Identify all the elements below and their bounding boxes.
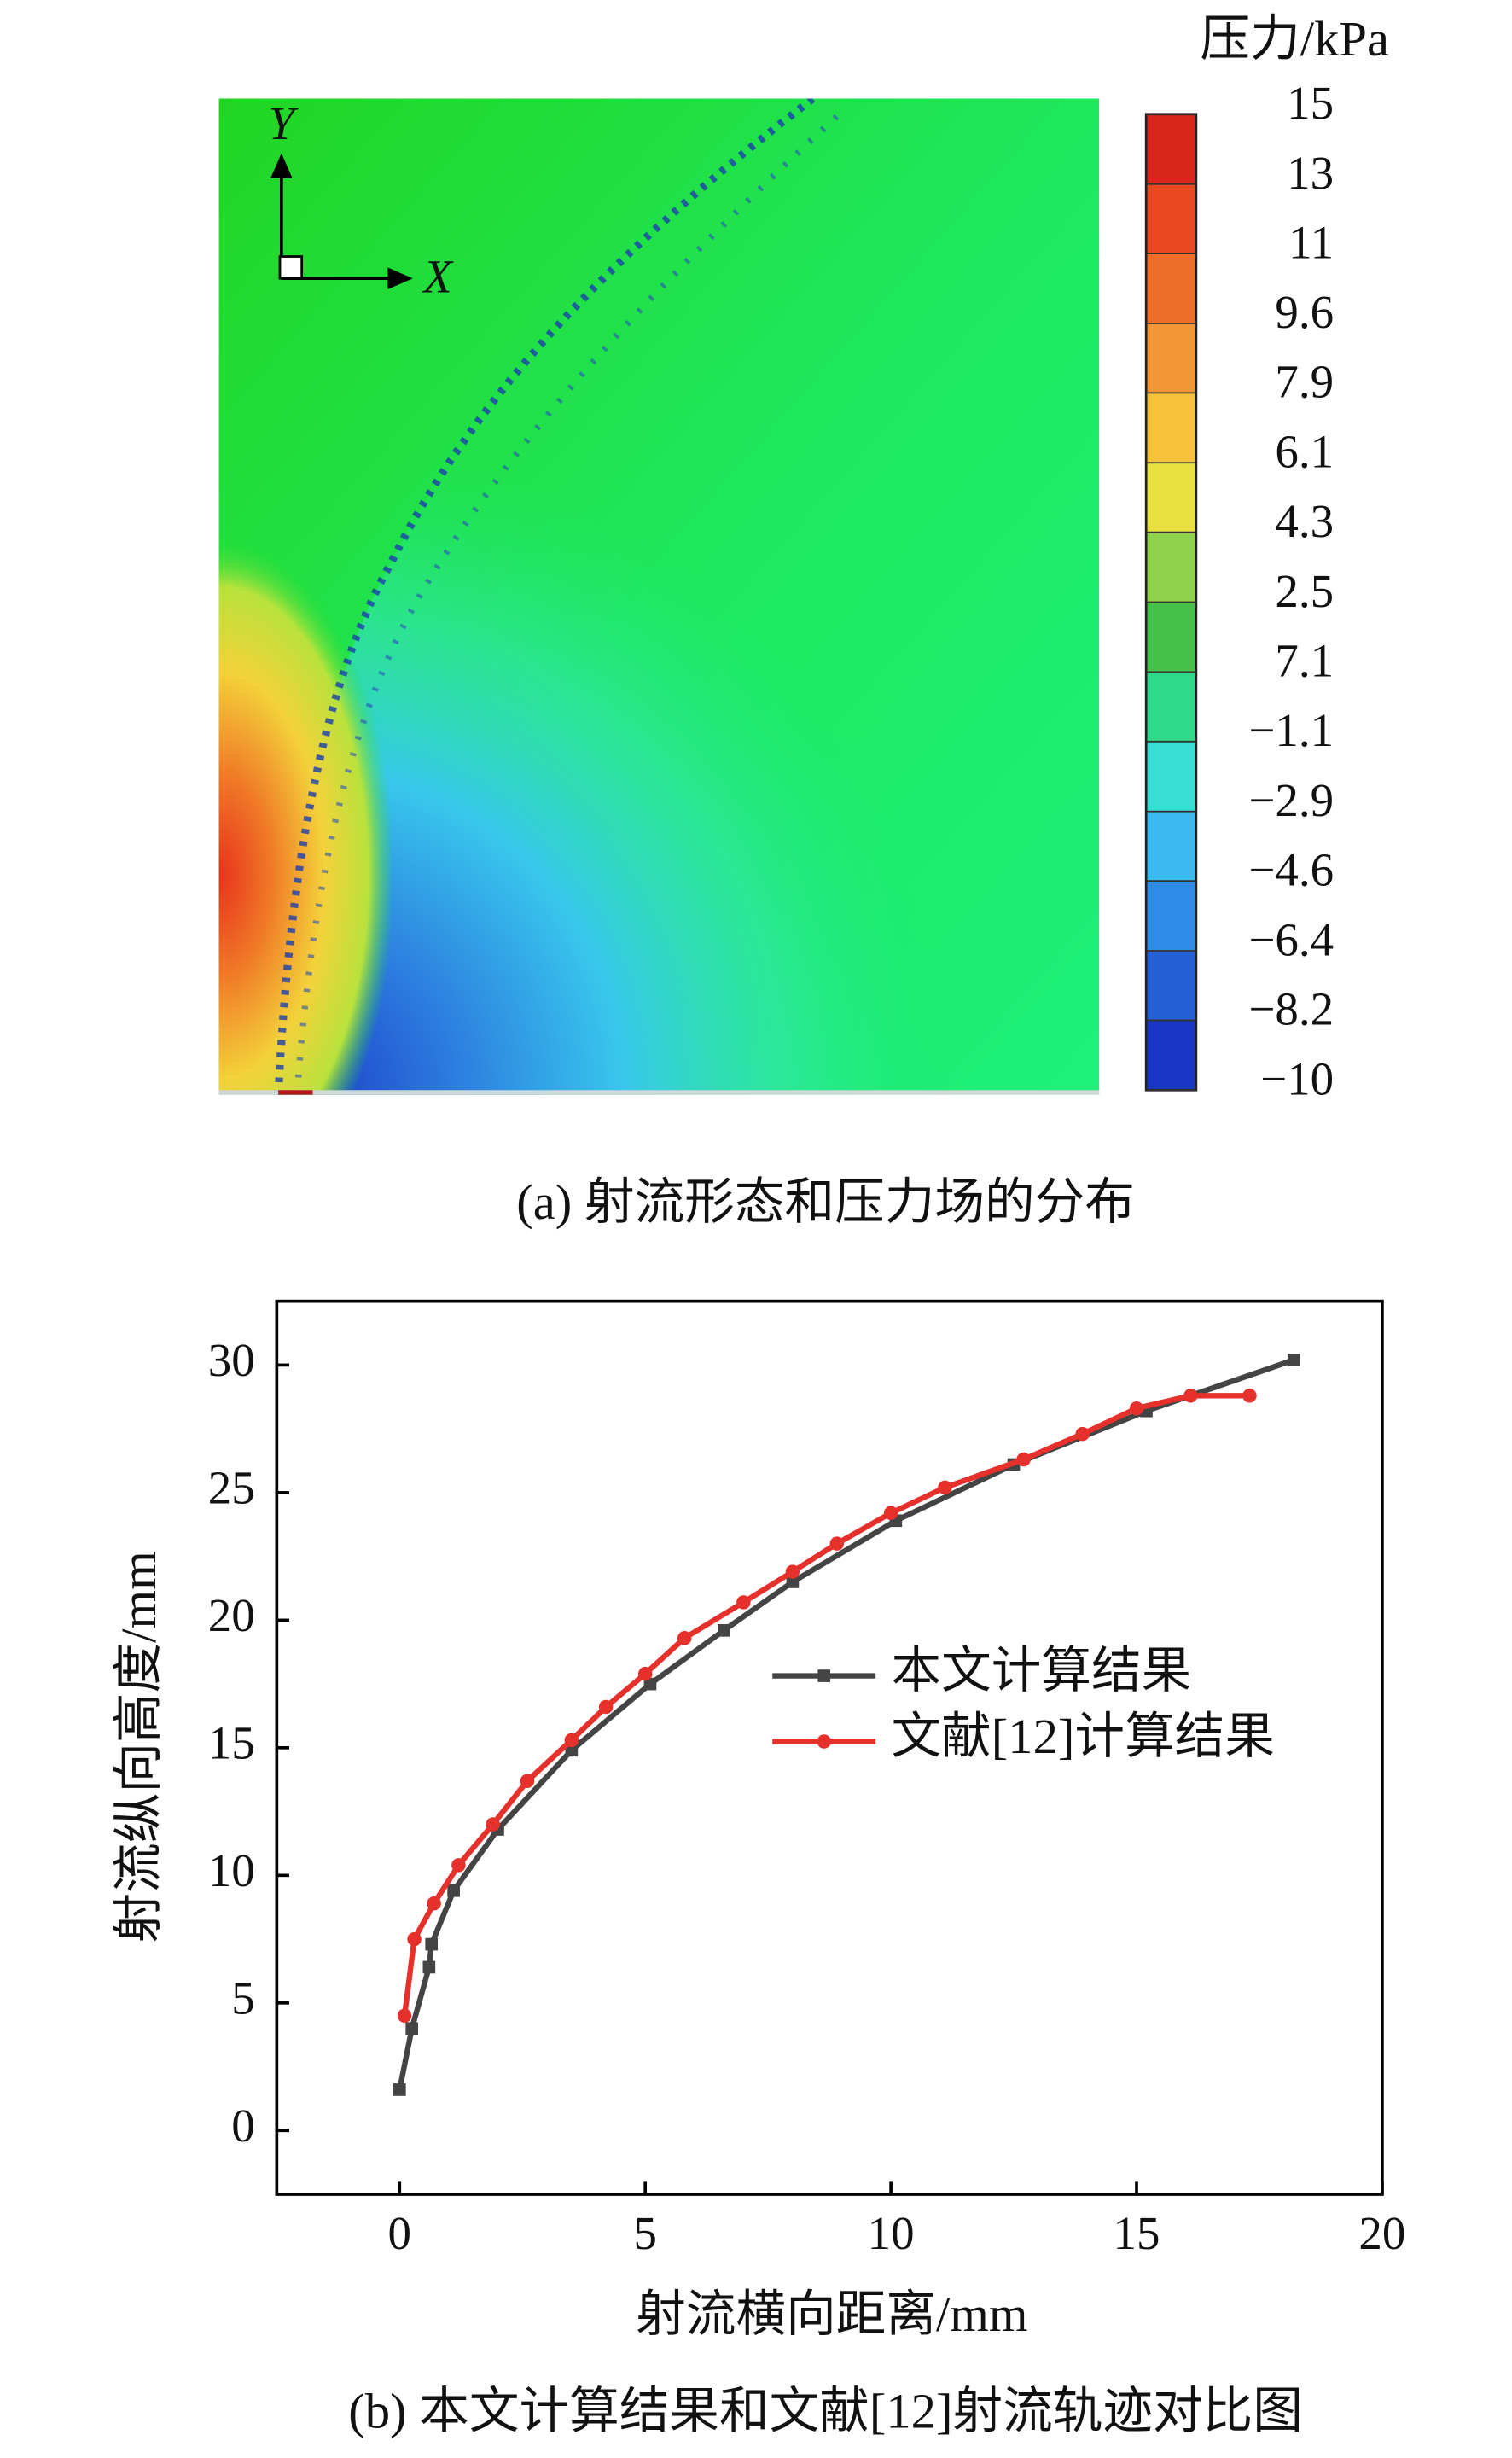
wall xyxy=(218,1090,1100,1095)
coordinate-icon: Y X xyxy=(269,97,455,303)
colorbar-band xyxy=(1146,741,1196,813)
y-tick-label: 10 xyxy=(208,1844,255,1896)
x-axis-label: 射流横向距离/mm xyxy=(636,2286,1027,2342)
colorbar-tick-label: 9.6 xyxy=(1275,286,1334,338)
legend-label: 本文计算结果 xyxy=(892,1643,1192,1698)
colorbar-band xyxy=(1146,1020,1196,1092)
marker xyxy=(565,1744,579,1757)
marker xyxy=(451,1858,466,1873)
colorbar-band xyxy=(1146,183,1196,255)
colorbar-tick-label: −4.6 xyxy=(1248,843,1334,895)
marker xyxy=(1075,1426,1090,1442)
field-x-label: X xyxy=(422,250,454,302)
marker xyxy=(1016,1452,1031,1467)
colorbar-band xyxy=(1146,672,1196,743)
marker xyxy=(643,1677,657,1691)
marker xyxy=(938,1480,952,1495)
legend-marker xyxy=(817,1669,831,1682)
x-tick-label: 20 xyxy=(1358,2207,1405,2259)
colorbar-tick-label: −2.9 xyxy=(1248,774,1334,826)
marker xyxy=(1287,1354,1300,1366)
marker xyxy=(883,1506,898,1521)
colorbar-band xyxy=(1146,881,1196,952)
origin-box xyxy=(278,255,304,280)
legend-marker xyxy=(817,1734,831,1749)
marker xyxy=(397,2008,412,2024)
colorbar-tick-label: −1.1 xyxy=(1248,704,1334,756)
cold-region xyxy=(278,98,1100,1095)
marker xyxy=(425,1937,439,1951)
x-tick-label: 10 xyxy=(868,2207,915,2259)
marker xyxy=(1242,1389,1257,1403)
marker xyxy=(427,1896,441,1911)
marker xyxy=(736,1595,751,1610)
marker xyxy=(786,1576,800,1588)
nozzle xyxy=(278,1090,313,1095)
marker xyxy=(637,1666,653,1681)
y-axis-label: 射流纵向高度/mm xyxy=(111,1551,166,1943)
y-arrow-head xyxy=(270,153,293,178)
colorbar-band xyxy=(1146,950,1196,1022)
marker xyxy=(520,1774,535,1788)
colorbar-band xyxy=(1146,532,1196,603)
caption-a: (a) 射流形态和压力场的分布 xyxy=(516,1174,1135,1230)
field-y-label: Y xyxy=(269,97,299,149)
marker xyxy=(422,1960,436,1974)
series-line xyxy=(401,1393,1250,2017)
marker xyxy=(785,1564,800,1579)
colorbar-tick-label: 11 xyxy=(1288,216,1334,268)
colorbar-tick-label: 7.9 xyxy=(1275,356,1334,408)
x-tick-label: 15 xyxy=(1114,2207,1160,2259)
marker xyxy=(407,1931,422,1947)
colorbar-band xyxy=(1146,253,1196,324)
caption-b: (b) 本文计算结果和文献[12]射流轨迹对比图 xyxy=(348,2384,1303,2439)
colorbar-band xyxy=(1146,393,1196,464)
colorbar-tick-label: 2.5 xyxy=(1275,565,1334,617)
marker xyxy=(598,1699,614,1715)
colorbar-band xyxy=(1146,602,1196,673)
colorbar-band xyxy=(1146,811,1196,882)
y-tick-label: 20 xyxy=(208,1589,255,1641)
marker xyxy=(1129,1401,1144,1416)
x-tick-label: 0 xyxy=(388,2207,411,2259)
x-tick-label: 5 xyxy=(633,2207,656,2259)
colorbar-band xyxy=(1146,114,1196,185)
marker xyxy=(564,1733,579,1748)
colorbar-tick-label: −8.2 xyxy=(1248,983,1334,1035)
y-tick-label: 25 xyxy=(208,1461,255,1513)
colorbar-tick-label: 7.1 xyxy=(1275,635,1334,687)
colorbar-title: 压力/kPa xyxy=(1201,11,1389,67)
marker xyxy=(677,1631,692,1645)
colorbar-tick-label: −6.4 xyxy=(1248,913,1334,965)
marker xyxy=(486,1817,500,1832)
marker xyxy=(829,1536,845,1551)
colorbar-band xyxy=(1146,323,1196,394)
y-tick-label: 15 xyxy=(208,1716,255,1768)
colorbar-tick-label: 4.3 xyxy=(1275,495,1334,547)
marker xyxy=(1183,1389,1198,1403)
x-arrow-head xyxy=(387,267,413,290)
colorbar-tick-label: 15 xyxy=(1287,77,1334,129)
colorbar-tick-label: −10 xyxy=(1260,1053,1334,1105)
hot-region xyxy=(218,469,392,1095)
legend-label: 文献[12]计算结果 xyxy=(892,1709,1275,1764)
colorbar-tick-label: 6.1 xyxy=(1275,426,1334,478)
y-tick-label: 0 xyxy=(231,2100,254,2152)
marker xyxy=(393,2083,406,2096)
colorbar-band xyxy=(1146,463,1196,533)
marker xyxy=(447,1884,460,1897)
marker xyxy=(717,1623,730,1637)
y-tick-label: 30 xyxy=(208,1334,255,1386)
colorbar-tick-label: 13 xyxy=(1287,147,1334,199)
pressure-field xyxy=(218,98,1100,1095)
y-tick-label: 5 xyxy=(231,1972,254,2024)
marker xyxy=(405,2022,419,2036)
